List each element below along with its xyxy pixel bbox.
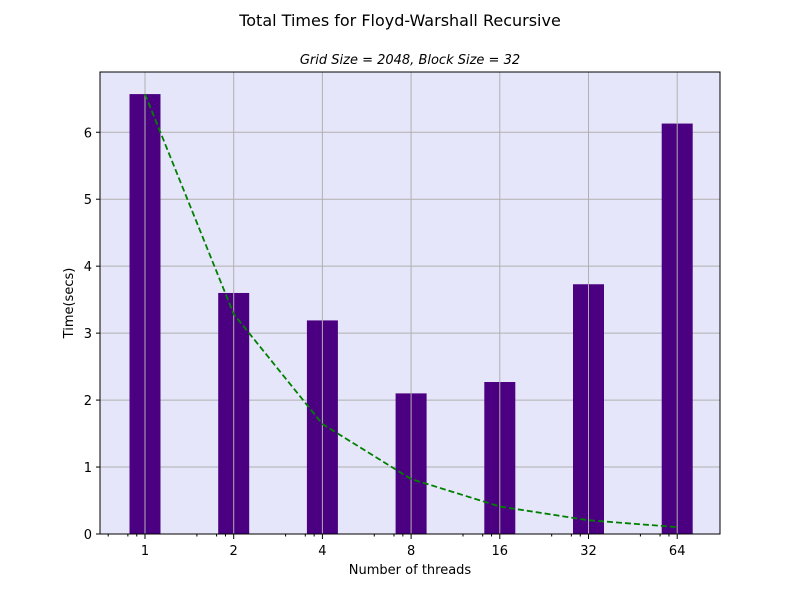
x-tick-label: 8 [407, 544, 415, 559]
x-tick-label: 16 [492, 544, 509, 559]
x-axis-label: Number of threads [349, 563, 472, 578]
x-tick-label: 64 [669, 544, 686, 559]
y-tick-label: 3 [84, 327, 92, 342]
ideal-scaling-line-path [144, 93, 678, 529]
y-tick-label: 2 [84, 394, 92, 409]
x-axis: 1 2 4 8 16 32 64 [107, 534, 686, 559]
x-tick-label: 4 [318, 544, 326, 559]
bars [129, 94, 693, 535]
x-tick-label: 32 [580, 544, 597, 559]
y-tick-label: 0 [84, 528, 92, 543]
y-tick-label: 5 [84, 193, 92, 208]
y-tick-label: 6 [84, 126, 92, 141]
x-tick-label: 1 [141, 544, 149, 559]
y-axis-label: Time(secs) [62, 268, 77, 340]
y-tick-label: 1 [84, 461, 92, 476]
chart-subtitle: Grid Size = 2048, Block Size = 32 [300, 53, 520, 68]
y-tick-label: 4 [84, 260, 92, 275]
ideal-scaling-line [144, 93, 678, 529]
x-tick-label: 2 [230, 544, 238, 559]
chart-title: Total Times for Floyd-Warshall Recursive [238, 11, 561, 30]
plot-frame [99, 71, 721, 535]
y-axis: 0 1 2 3 4 5 6 [84, 126, 100, 543]
